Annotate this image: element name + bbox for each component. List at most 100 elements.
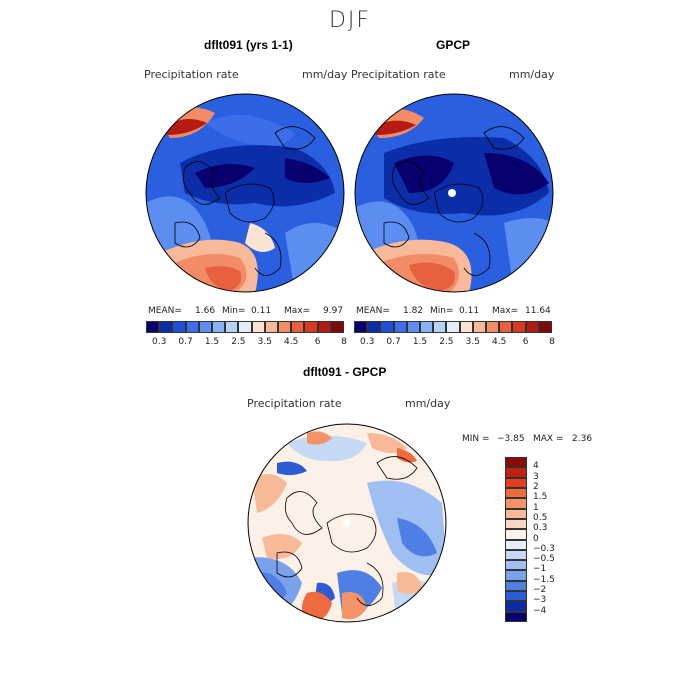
right-mean-value: 1.82 [403,306,424,316]
colorbar-swatch [525,321,539,333]
colorbar-swatch [505,477,527,488]
colorbar-swatch [446,321,460,333]
colorbar-swatch [505,467,527,478]
colorbar-swatch [505,539,527,550]
left-variable-label: Precipitation rate [144,68,239,81]
colorbar-swatch [172,321,186,333]
colorbar-tick-label: 0.3 [152,337,167,347]
colorbar-swatch [420,321,434,333]
colorbar-swatch [380,321,394,333]
colorbar-label: 1 [533,502,539,513]
colorbar-swatch [505,591,527,602]
colorbar-tick-label: 1.5 [204,337,220,347]
diff-units-label: mm/day [405,397,451,410]
colorbar-swatch [198,321,212,333]
colorbar-swatch [185,321,199,333]
colorbar-tick-label: 8 [549,337,555,347]
colorbar-swatch [159,321,173,333]
colorbar-swatch [393,321,407,333]
figure-title: DJF [328,8,372,33]
right-colorbar-ticks: 0.3 0.7 1.5 2.5 3.5 4.5 6 8 [354,337,555,349]
left-min-label: Min= [222,306,246,316]
colorbar-swatch [459,321,473,333]
left-colorbar [146,321,344,333]
colorbar-swatch [367,321,381,333]
colorbar-tick-label: 1.5 [412,337,428,347]
colorbar-swatch [251,321,265,333]
colorbar-label: −1.5 [533,574,555,585]
colorbar-label: −3 [533,595,547,606]
right-units-label: mm/day [509,68,555,81]
colorbar-swatch [505,549,527,561]
colorbar-swatch [505,487,527,499]
diff-polar-map [247,423,447,623]
diff-min-label: MIN = [462,434,490,444]
colorbar-swatch [225,321,239,333]
colorbar-label: −0.3 [533,543,555,554]
left-units-label: mm/day [302,68,348,81]
colorbar-label: 4 [533,461,539,472]
right-polar-map [354,93,554,293]
colorbar-label: 3 [533,471,539,482]
colorbar-tick-label: 4.5 [492,337,507,347]
right-min-value: 0.11 [459,306,480,316]
colorbar-swatch [512,321,526,333]
colorbar-tick-label: 2.5 [439,337,454,347]
colorbar-swatch [505,580,527,592]
right-colorbar [354,321,552,333]
right-max-label: Max= [492,306,519,316]
colorbar-swatch [406,321,420,333]
colorbar-swatch [238,321,252,333]
colorbar-label: 0.5 [533,512,548,523]
left-mean-label: MEAN= [148,306,182,316]
diff-min-value: −3.85 [497,434,525,444]
colorbar-swatch [505,601,527,612]
diff-colorbar-labels: 4 3 2 1.5 1 0.5 0.3 0 −0.3 −0.5 −1 −1.5 −2 −3 −4 [533,457,573,622]
colorbar-swatch [505,518,527,530]
colorbar-label: −2 [533,585,547,596]
colorbar-swatch [433,321,447,333]
colorbar-label: 2 [533,481,539,492]
right-variable-label: Precipitation rate [351,68,446,81]
colorbar-swatch [278,321,292,333]
right-panel-title: GPCP [436,38,471,52]
colorbar-swatch [505,529,527,540]
colorbar-tick-label: 6 [522,337,529,347]
colorbar-tick-label: 6 [314,337,321,347]
colorbar-swatch [264,321,278,333]
left-max-label: Max= [284,306,311,316]
colorbar-tick-label: 3.5 [257,337,272,347]
colorbar-tick-label: 0.3 [360,337,375,347]
colorbar-label: −1 [533,564,547,575]
diff-max-value: 2.36 [572,434,593,444]
colorbar-label: 0.3 [533,523,548,534]
colorbar-swatch [304,321,318,333]
left-panel-title: dflt091 (yrs 1-1) [204,38,293,52]
colorbar-swatch [505,560,527,571]
colorbar-swatch [505,508,527,519]
colorbar-swatch [505,457,527,468]
left-mean-value: 1.66 [195,306,216,316]
colorbar-tick-label: 0.7 [178,337,193,347]
colorbar-swatch [505,570,527,581]
colorbar-swatch [291,321,305,333]
left-colorbar-ticks: 0.3 0.7 1.5 2.5 3.5 4.5 6 8 [146,337,347,349]
right-max-value: 11.64 [525,306,551,316]
colorbar-swatch [330,321,344,333]
colorbar-swatch [486,321,500,333]
colorbar-swatch [538,321,552,333]
left-min-value: 0.11 [251,306,272,316]
colorbar-swatch [472,321,486,333]
colorbar-swatch [354,321,368,333]
diff-variable-label: Precipitation rate [247,397,342,410]
colorbar-swatch [499,321,513,333]
right-mean-label: MEAN= [356,306,390,316]
colorbar-tick-label: 8 [341,337,347,347]
colorbar-tick-label: 2.5 [231,337,246,347]
colorbar-swatch [505,611,527,622]
colorbar-label: 1.5 [533,492,548,503]
colorbar-tick-label: 0.7 [386,337,401,347]
colorbar-tick-label: 4.5 [284,337,299,347]
colorbar-swatch [212,321,226,333]
left-polar-map [145,93,345,293]
